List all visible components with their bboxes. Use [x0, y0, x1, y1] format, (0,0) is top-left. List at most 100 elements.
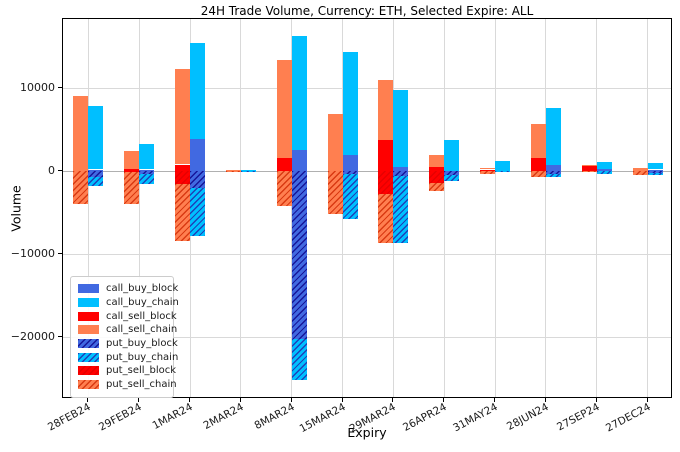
- bar-segment-call_buy_chain: [647, 162, 663, 170]
- x-tick-mark: [341, 398, 343, 402]
- bar-segment-put_buy_block: [291, 171, 307, 340]
- bar-segment-put_buy_chain: [139, 173, 155, 185]
- bar-segment-call_buy_chain: [342, 52, 358, 155]
- grid-line-v: [647, 19, 649, 397]
- bar-segment-put_buy_chain: [495, 171, 511, 173]
- bar-segment-call_sell_block: [124, 168, 140, 172]
- bar-segment-call_buy_block: [342, 154, 358, 172]
- legend-label: call_buy_chain: [106, 297, 179, 309]
- legend-label: put_sell_block: [106, 365, 177, 377]
- bar-segment-put_sell_chain: [480, 171, 496, 175]
- bar-segment-call_buy_chain: [393, 89, 409, 167]
- bar-segment-call_buy_chain: [190, 43, 206, 139]
- bar-segment-call_buy_chain: [545, 107, 561, 165]
- legend-item: call_sell_chain: [78, 323, 177, 337]
- y-axis-label: Volume: [8, 185, 24, 232]
- bar-segment-call_sell_block: [480, 169, 496, 172]
- x-axis-label: Expiry: [347, 425, 387, 440]
- tick-label-y: 0: [48, 163, 55, 177]
- bar-segment-put_sell_block: [429, 171, 445, 183]
- bar-segment-put_buy_block: [190, 171, 206, 188]
- bar-segment-call_buy_block: [393, 167, 409, 172]
- bar-segment-call_sell_chain: [124, 151, 140, 169]
- y-tick-mark: [58, 170, 62, 172]
- legend-item: put_sell_block: [78, 364, 176, 378]
- bar-segment-put_sell_chain: [581, 171, 597, 173]
- bar-segment-put_buy_chain: [393, 176, 409, 243]
- bar-segment-call_buy_chain: [444, 139, 460, 172]
- legend-item: put_buy_chain: [78, 350, 178, 364]
- bar-segment-call_sell_block: [429, 167, 445, 172]
- bar-segment-put_buy_chain: [88, 176, 104, 187]
- bar-segment-call_buy_block: [647, 169, 663, 172]
- bar-segment-call_buy_block: [139, 169, 155, 172]
- bar-segment-call_buy_block: [88, 169, 104, 172]
- bar-segment-put_buy_block: [139, 171, 155, 174]
- legend-swatch-call_sell_chain: [78, 325, 99, 335]
- bar-segment-put_sell_chain: [73, 171, 89, 205]
- legend-label: put_buy_chain: [106, 351, 179, 363]
- grid-line-v: [494, 19, 496, 397]
- legend-item: call_sell_block: [78, 309, 177, 323]
- bar-segment-put_sell_chain: [429, 182, 445, 192]
- bar-segment-put_sell_chain: [378, 193, 394, 243]
- x-tick-mark: [544, 398, 546, 402]
- bar-segment-put_buy_block: [342, 171, 358, 174]
- grid-line-h: [63, 170, 671, 172]
- y-tick-mark: [58, 253, 62, 255]
- bar-segment-call_sell_chain: [530, 123, 546, 158]
- bar-segment-call_buy_chain: [139, 143, 155, 170]
- grid-line-v: [596, 19, 598, 397]
- bar-segment-put_buy_chain: [596, 171, 612, 175]
- grid-line-v: [87, 19, 89, 397]
- bar-segment-call_buy_chain: [240, 170, 256, 172]
- bar-segment-call_buy_chain: [596, 162, 612, 169]
- bar-segment-call_sell_chain: [378, 79, 394, 141]
- legend-swatch-call_buy_block: [78, 284, 99, 294]
- legend-label: put_sell_chain: [106, 379, 177, 391]
- bar-segment-put_sell_chain: [225, 171, 241, 173]
- bar-segment-put_sell_chain: [632, 171, 648, 176]
- bar-segment-call_sell_chain: [276, 59, 292, 158]
- legend-label: call_buy_block: [106, 283, 179, 295]
- bar-segment-put_buy_block: [88, 171, 104, 177]
- bar-segment-put_buy_chain: [342, 173, 358, 220]
- legend: call_buy_block call_buy_chain call_sell_bl…: [70, 276, 179, 398]
- bar-segment-put_buy_block: [444, 171, 460, 176]
- bar-segment-put_buy_block: [647, 171, 663, 174]
- bar-segment-call_sell_chain: [632, 167, 648, 172]
- chart-title: 24H Trade Volume, Currency: ETH, Selecte…: [200, 4, 534, 18]
- bar-segment-call_sell_chain: [581, 164, 597, 166]
- bar-segment-call_sell_block: [175, 164, 191, 172]
- legend-swatch-put_sell_block: [78, 366, 99, 376]
- bar-segment-put_buy_block: [545, 171, 561, 175]
- bar-segment-call_buy_block: [545, 164, 561, 172]
- x-tick-mark: [443, 398, 445, 402]
- bar-segment-put_buy_chain: [240, 171, 256, 173]
- bar-segment-put_sell_chain: [530, 171, 546, 178]
- y-tick-mark: [58, 87, 62, 88]
- legend-item: call_buy_block: [78, 282, 178, 296]
- bar-segment-call_buy_chain: [88, 106, 104, 170]
- bar-segment-call_sell_chain: [73, 96, 89, 172]
- x-tick-mark: [595, 398, 597, 402]
- grid-line-v: [240, 19, 242, 397]
- legend-swatch-put_buy_chain: [78, 352, 99, 362]
- legend-item: call_buy_chain: [78, 296, 179, 310]
- x-tick-mark: [646, 398, 648, 402]
- legend-label: put_buy_block: [106, 338, 178, 350]
- bar-segment-put_buy_chain: [291, 339, 307, 380]
- legend-item: put_sell_chain: [78, 378, 177, 392]
- bar-segment-call_buy_block: [190, 138, 206, 172]
- bar-segment-put_sell_chain: [175, 184, 191, 241]
- bar-segment-call_buy_block: [596, 168, 612, 172]
- bar-segment-put_sell_block: [378, 171, 394, 194]
- legend-label: call_sell_block: [106, 310, 177, 322]
- legend-item: put_buy_block: [78, 337, 178, 351]
- bar-segment-call_sell_block: [378, 140, 394, 172]
- grid-line-h: [63, 336, 671, 338]
- bar-segment-call_sell_chain: [327, 113, 343, 172]
- x-tick-mark: [392, 398, 394, 402]
- tick-label-y: −10000: [10, 246, 55, 260]
- bar-segment-call_sell_chain: [429, 155, 445, 167]
